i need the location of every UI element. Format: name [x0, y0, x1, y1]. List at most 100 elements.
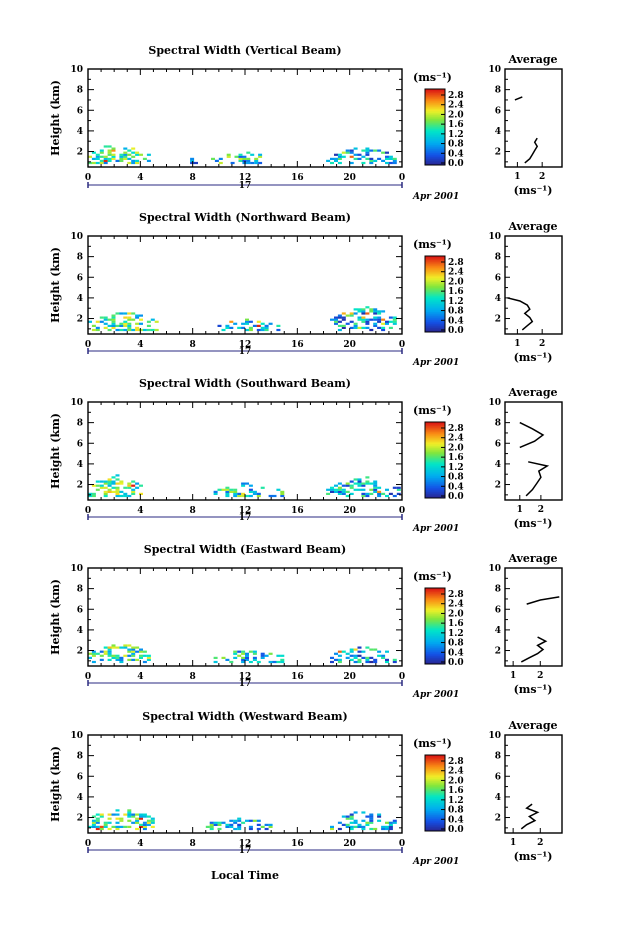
heatmap-cell: [115, 809, 120, 812]
colorbar-band: [425, 262, 445, 265]
colorbar: (ms⁻¹) 2.82.42.01.61.20.80.40.0: [413, 570, 464, 668]
heatmap-cell: [252, 490, 257, 493]
heatmap-cell: [357, 823, 362, 826]
y-tick-label: 10: [70, 398, 83, 408]
colorbar-band: [425, 302, 445, 305]
heatmap-cell: [369, 815, 374, 818]
heatmap-cell: [230, 161, 235, 165]
x-tick-label: 0: [399, 340, 405, 350]
heatmap-cell: [131, 147, 136, 150]
heatmap-cell: [353, 821, 358, 824]
heatmap-cell: [388, 825, 393, 828]
heatmap-cell: [361, 825, 366, 828]
colorbar-band: [425, 640, 445, 643]
colorbar-band: [425, 276, 445, 279]
colorbar-band: [425, 426, 445, 429]
heatmap-cell: [111, 155, 116, 158]
heatmap-cell: [111, 644, 116, 647]
colorbar-band: [425, 618, 445, 621]
colorbar-band: [425, 490, 445, 493]
heatmap-cell: [115, 654, 120, 657]
y-tick-label: 8: [77, 585, 83, 595]
heatmap-cell: [91, 815, 96, 818]
heatmap-cell: [142, 825, 147, 828]
colorbar-band: [425, 163, 445, 166]
colorbar-band: [425, 466, 445, 469]
heatmap-cell: [357, 660, 362, 664]
heatmap-cell: [115, 474, 120, 477]
heatmap-cell: [237, 819, 242, 822]
heatmap-cell: [349, 151, 354, 154]
heatmap-cell: [337, 161, 342, 165]
heatmap-cell: [111, 654, 116, 657]
avg-x-tick-label: 2: [537, 671, 543, 681]
heatmap-cell: [119, 656, 124, 659]
colorbar-band: [425, 129, 445, 132]
colorbar-band: [425, 464, 445, 467]
heatmap-cell: [334, 488, 338, 491]
colorbar-band: [425, 424, 445, 427]
heatmap-cell: [103, 823, 108, 826]
heatmap-cell: [349, 149, 354, 152]
heatmap-cell: [276, 488, 281, 491]
heatmap-cell: [337, 486, 342, 489]
heatmap-cell: [225, 326, 230, 329]
avg-y-tick-label: 6: [495, 439, 501, 449]
heatmap-cell: [252, 819, 257, 822]
heatmap-cell: [365, 306, 370, 309]
heatmap-cell: [238, 159, 243, 162]
heatmap-cell: [280, 490, 285, 493]
heatmap-cell: [365, 153, 370, 156]
date-month-year: Apr 2001: [412, 690, 459, 700]
heatmap-cell: [225, 658, 230, 661]
heatmap-cell: [264, 827, 269, 831]
heatmap-cell: [385, 825, 389, 828]
colorbar-band: [425, 763, 445, 766]
heatmap-cell: [111, 825, 116, 828]
heatmap-cell: [341, 318, 346, 321]
heatmap-cell: [334, 490, 338, 493]
colorbar-band: [425, 815, 445, 818]
x-tick-label: 0: [399, 672, 405, 682]
colorbar-band: [425, 264, 445, 267]
colorbar-band: [425, 310, 445, 313]
colorbar-band: [425, 767, 445, 770]
heatmap-cell: [373, 484, 378, 487]
colorbar-band: [425, 111, 445, 114]
heatmap-cell: [241, 492, 246, 495]
x-tick-label: 4: [137, 506, 143, 516]
heatmap-cell: [381, 159, 386, 162]
heatmap-cell: [264, 823, 269, 826]
y-tick-label: 8: [77, 86, 83, 96]
panel-2: Spectral Width (Southward Beam)0 4 8 12 16 20…: [49, 377, 563, 534]
x-tick-label: 0: [85, 672, 91, 682]
heatmap-cell: [107, 153, 112, 156]
panel-title: Spectral Width (Vertical Beam): [148, 44, 341, 57]
heatmap-cell: [225, 823, 230, 826]
colorbar-band: [425, 316, 445, 319]
heatmap-cell: [337, 314, 342, 317]
heatmap-cell: [119, 482, 124, 485]
colorbar-band: [425, 147, 445, 150]
x-tick-label: 8: [190, 506, 196, 516]
x-tick-label: 0: [399, 173, 405, 183]
heatmap-cell: [103, 492, 108, 495]
x-tick-label: 20: [343, 173, 356, 183]
heatmap-cell: [139, 328, 143, 332]
heatmap-cell: [361, 149, 366, 152]
colorbar-band: [425, 300, 445, 303]
x-tick-label: 16: [291, 173, 304, 183]
colorbar-band: [425, 809, 445, 812]
heatmap-cell: [213, 656, 218, 659]
heatmap-cell: [388, 326, 393, 329]
heatmap-cell: [357, 153, 362, 156]
heatmap-cell: [123, 646, 128, 649]
heatmap-cell: [334, 157, 338, 160]
heatmap-cell: [345, 149, 350, 152]
avg-y-tick-label: 6: [495, 772, 501, 782]
heatmap-cell: [238, 153, 243, 156]
y-axis-label: Height (km): [49, 413, 62, 489]
colorbar-band: [425, 320, 445, 323]
heatmap-cell: [123, 492, 128, 495]
heatmap-cell: [392, 494, 397, 498]
